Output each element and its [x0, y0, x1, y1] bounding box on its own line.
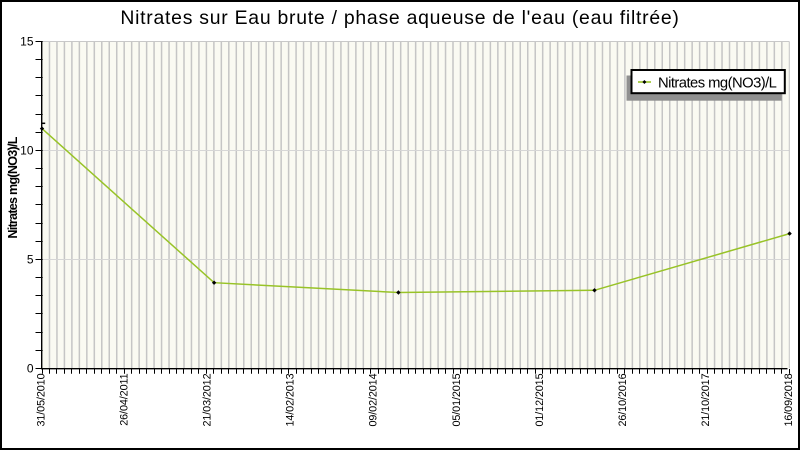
- svg-text:16/09/2018: 16/09/2018: [783, 373, 795, 426]
- svg-text:Nitrates mg(NO3)/L: Nitrates mg(NO3)/L: [658, 75, 777, 91]
- svg-text:0: 0: [27, 361, 34, 375]
- svg-text:05/01/2015: 05/01/2015: [451, 373, 463, 426]
- svg-text:31/05/2010: 31/05/2010: [36, 373, 48, 426]
- svg-text:21/10/2017: 21/10/2017: [700, 373, 712, 426]
- svg-text:Nitrates mg(NO3)/L: Nitrates mg(NO3)/L: [6, 136, 20, 238]
- svg-text:09/02/2014: 09/02/2014: [368, 373, 380, 426]
- svg-text:5: 5: [27, 253, 34, 267]
- svg-text:Nitrates sur Eau brute / phase: Nitrates sur Eau brute / phase aqueuse d…: [120, 7, 679, 29]
- svg-text:15: 15: [20, 35, 34, 49]
- svg-text:26/10/2016: 26/10/2016: [617, 373, 629, 426]
- svg-text:14/02/2013: 14/02/2013: [285, 373, 297, 426]
- svg-text:26/04/2011: 26/04/2011: [119, 373, 131, 425]
- svg-text:10: 10: [20, 144, 34, 158]
- svg-text:21/03/2012: 21/03/2012: [202, 373, 214, 426]
- svg-text:01/12/2015: 01/12/2015: [534, 373, 546, 426]
